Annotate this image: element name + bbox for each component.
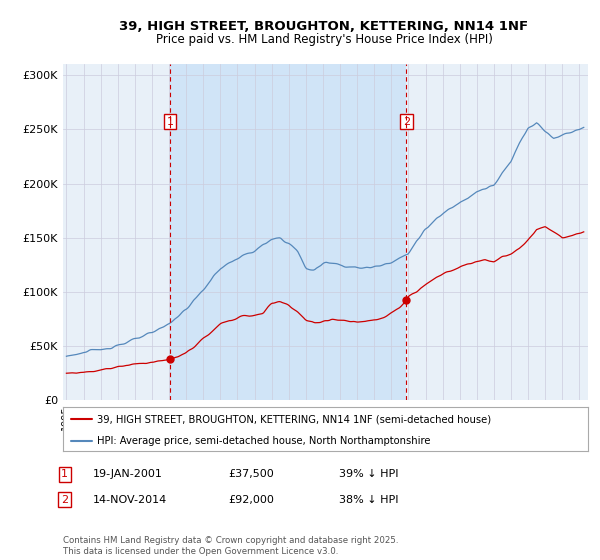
Text: HPI: Average price, semi-detached house, North Northamptonshire: HPI: Average price, semi-detached house,…	[97, 436, 431, 446]
Text: 19-JAN-2001: 19-JAN-2001	[93, 469, 163, 479]
Text: £37,500: £37,500	[228, 469, 274, 479]
Text: £92,000: £92,000	[228, 494, 274, 505]
Text: 38% ↓ HPI: 38% ↓ HPI	[339, 494, 398, 505]
Text: Price paid vs. HM Land Registry's House Price Index (HPI): Price paid vs. HM Land Registry's House …	[155, 32, 493, 46]
Text: 2: 2	[403, 116, 410, 127]
Bar	[170, 64, 406, 400]
Text: 2: 2	[61, 494, 68, 505]
Text: 1: 1	[166, 116, 173, 127]
Text: 14-NOV-2014: 14-NOV-2014	[93, 494, 167, 505]
Text: Contains HM Land Registry data © Crown copyright and database right 2025.
This d: Contains HM Land Registry data © Crown c…	[63, 536, 398, 556]
Text: 1: 1	[61, 469, 68, 479]
Text: 39% ↓ HPI: 39% ↓ HPI	[339, 469, 398, 479]
Text: 39, HIGH STREET, BROUGHTON, KETTERING, NN14 1NF (semi-detached house): 39, HIGH STREET, BROUGHTON, KETTERING, N…	[97, 414, 491, 424]
Text: 39, HIGH STREET, BROUGHTON, KETTERING, NN14 1NF: 39, HIGH STREET, BROUGHTON, KETTERING, N…	[119, 20, 529, 34]
